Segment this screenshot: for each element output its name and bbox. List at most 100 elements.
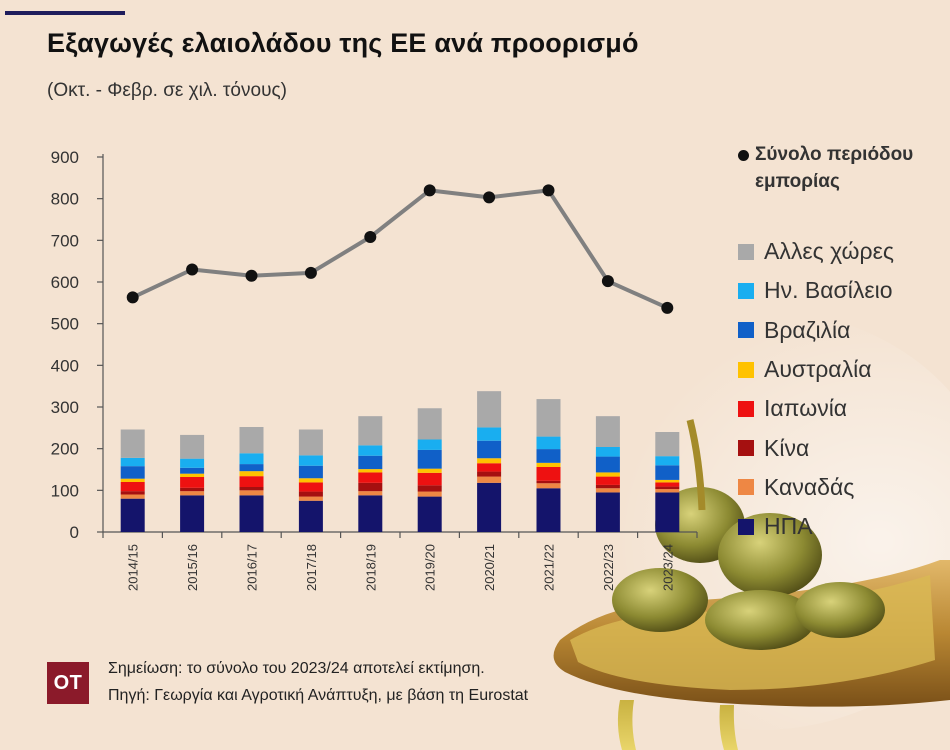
bar-segment — [477, 440, 502, 459]
total-point — [601, 275, 614, 288]
total-point — [126, 291, 139, 304]
bar-segment — [595, 476, 620, 485]
legend-swatch — [738, 479, 754, 496]
bar-segment — [298, 496, 323, 501]
y-tick-label: 900 — [51, 148, 79, 167]
legend-item: Αλλες χώρες — [738, 232, 894, 271]
legend-item: Αυστραλία — [738, 350, 894, 389]
total-point — [245, 269, 258, 282]
ot-logo: ΟΤ — [47, 662, 89, 704]
bar-segment — [239, 453, 264, 465]
bar-segment — [595, 484, 620, 489]
bar-segment — [595, 456, 620, 473]
bar-segment — [239, 495, 264, 532]
chart-title: Εξαγωγές ελαιολάδου της ΕΕ ανά προορισμό — [47, 28, 639, 58]
bar-segment — [239, 476, 264, 487]
bar-segment — [655, 482, 680, 487]
source-note: Πηγή: Γεωργία και Αγροτική Ανάπτυξη, με … — [108, 687, 529, 704]
bar-segment — [358, 491, 383, 496]
bar-segment — [120, 491, 145, 495]
bar-segment — [477, 476, 502, 483]
bar-segment — [655, 492, 680, 532]
total-point — [186, 263, 199, 276]
bar-segment — [358, 495, 383, 532]
legend-label: Αλλες χώρες — [764, 238, 894, 265]
y-tick-label: 100 — [51, 481, 79, 500]
legend-item: ΗΠΑ — [738, 507, 894, 546]
bar-segment — [417, 491, 442, 497]
x-tick-label: 2019/20 — [423, 544, 438, 591]
bar-segment — [180, 495, 205, 532]
legend-label: Καναδάς — [764, 473, 855, 500]
bar-segment — [358, 416, 383, 446]
x-tick-label: 2015/16 — [185, 544, 200, 591]
bar-segment — [120, 466, 145, 479]
chart-subtitle: (Οκτ. - Φεβρ. σε χιλ. τόνους) — [47, 80, 287, 101]
bar-segment — [298, 491, 323, 497]
legend: Αλλες χώρες Ην. Βασίλειο Βραζιλία Αυστραλία… — [738, 232, 894, 546]
bar-segment — [417, 472, 442, 486]
bar-segment — [536, 480, 561, 484]
bar-segment — [595, 447, 620, 457]
total-legend: Σύνολο περιόδου εμπορίας — [738, 141, 950, 195]
y-tick-label: 800 — [51, 190, 79, 209]
legend-label: Ιαπωνία — [764, 395, 848, 422]
bar-segment — [655, 465, 680, 480]
legend-label: Ην. Βασίλειο — [764, 277, 893, 304]
legend-swatch — [738, 361, 754, 378]
legend-label: Βραζιλία — [764, 316, 851, 343]
legend-item: Ην. Βασίλειο — [738, 271, 894, 310]
bar-segment — [536, 449, 561, 463]
bar-segment — [298, 465, 323, 479]
bar-segment — [239, 427, 264, 454]
bar-segment — [477, 463, 502, 472]
y-tick-label: 500 — [51, 315, 79, 334]
bar-segment — [239, 471, 264, 477]
total-point — [364, 231, 377, 243]
legend-swatch — [738, 282, 754, 299]
legend-item: Βραζιλία — [738, 311, 894, 350]
bar-segment — [180, 434, 205, 459]
bar-segment — [120, 494, 145, 499]
bar-segment — [298, 482, 323, 492]
legend-item: Ιαπωνία — [738, 389, 894, 428]
bar-segment — [239, 487, 264, 491]
legend-label: ΗΠΑ — [764, 513, 813, 540]
bar-segment — [536, 399, 561, 437]
bar-segment — [298, 500, 323, 532]
y-tick-label: 200 — [51, 440, 79, 459]
bar-segment — [417, 485, 442, 492]
bar-segment — [417, 439, 442, 450]
bar-segment — [358, 482, 383, 492]
bar-segment — [536, 462, 561, 467]
legend-swatch — [738, 440, 754, 457]
bar-segment — [655, 456, 680, 466]
bar-segment — [417, 449, 442, 469]
bar-segment — [417, 408, 442, 440]
bar-segment — [595, 488, 620, 493]
bar-segment — [477, 471, 502, 477]
bar-segment — [358, 469, 383, 473]
y-tick-label: 400 — [51, 356, 79, 375]
bar-segment — [417, 468, 442, 473]
legend-label: Αυστραλία — [764, 356, 872, 383]
legend-swatch — [738, 322, 754, 339]
bar-segment — [417, 496, 442, 532]
x-tick-label: 2021/22 — [542, 544, 557, 591]
legend-swatch — [738, 400, 754, 417]
x-tick-label: 2022/23 — [601, 544, 616, 591]
bar-segment — [180, 487, 205, 492]
footnote: Σημείωση: το σύνολο του 2023/24 αποτελεί… — [108, 660, 485, 677]
bar-segment — [477, 427, 502, 441]
bar-segment — [655, 489, 680, 493]
bar-segment — [477, 391, 502, 428]
x-tick-label: 2023/24 — [660, 544, 675, 591]
legend-swatch — [738, 518, 754, 535]
bar-segment — [120, 478, 145, 482]
bar-segment — [536, 436, 561, 450]
bar-segment — [595, 492, 620, 532]
total-point — [483, 191, 496, 204]
total-legend-marker — [738, 150, 749, 161]
bar-segment — [358, 445, 383, 456]
